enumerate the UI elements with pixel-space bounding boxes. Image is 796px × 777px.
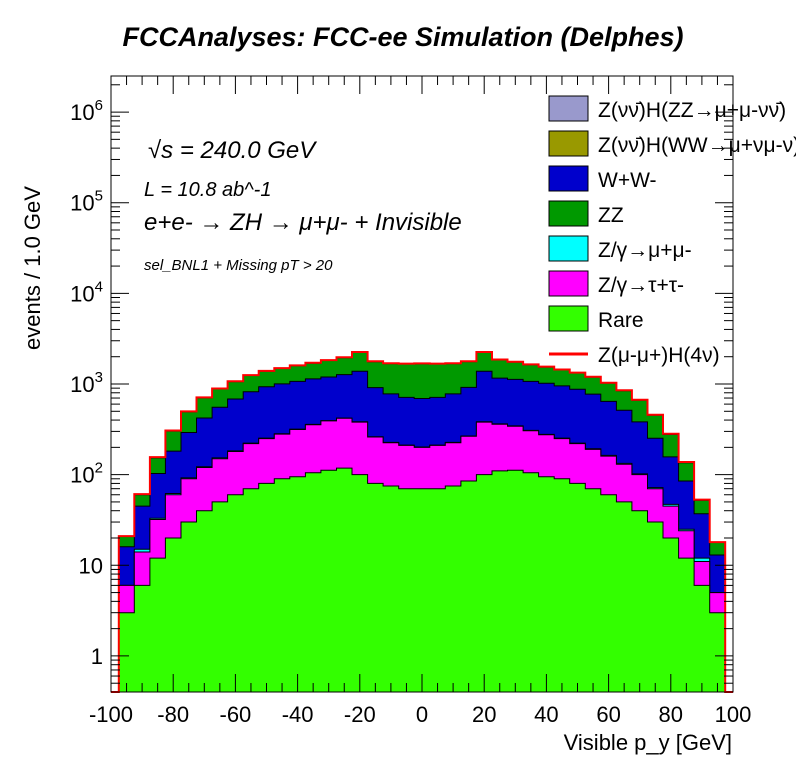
legend-label: Rare xyxy=(598,309,644,332)
legend-swatch xyxy=(548,200,589,227)
legend-swatch xyxy=(548,130,589,157)
x-tick-label: 20 xyxy=(472,702,496,727)
annotation-energy: √s = 240.0 GeV xyxy=(148,137,317,164)
series-area-0 xyxy=(111,467,733,693)
plot-layer xyxy=(111,351,733,693)
axes-layer: -100 -80 -60 -40 -20 0 20 40 60 80 100 1 10 102 103 104… xyxy=(70,75,752,727)
legend-label: W+W- xyxy=(598,169,657,192)
legend-label: Z(νν̄)H(ZZ→μ+μ-νν̄) xyxy=(598,99,786,122)
y-axis-label: events / 1.0 GeV xyxy=(20,186,45,350)
legend-swatch xyxy=(548,95,589,122)
legend-label: Z(μ-μ+)H(4ν) xyxy=(598,344,720,367)
y-tick-label: 10 xyxy=(79,553,103,578)
x-tick-label: 80 xyxy=(659,702,683,727)
legend: Z(νν̄)H(ZZ→μ+μ-νν̄) Z(νν̄)H(WW→μ+νμ-ν) W+W… xyxy=(548,95,796,367)
chart-title: FCCAnalyses: FCC-ee Simulation (Delphes) xyxy=(122,22,683,52)
y-tick-label: 106 xyxy=(70,97,103,125)
legend-label: ZZ xyxy=(598,204,624,227)
x-tick-label: -80 xyxy=(157,702,189,727)
y-tick-label: 1 xyxy=(91,644,103,669)
legend-label: Z(νν̄)H(WW→μ+νμ-ν) xyxy=(598,134,796,157)
x-tick-label: 100 xyxy=(715,702,752,727)
x-tick-label: 40 xyxy=(534,702,558,727)
x-tick-label: 60 xyxy=(596,702,620,727)
y-tick-label: 104 xyxy=(70,278,103,306)
y-tick-label: 103 xyxy=(70,369,103,397)
legend-swatch xyxy=(548,165,589,192)
legend-label: Z/γ→τ+τ- xyxy=(598,274,684,297)
annotation-layer: √s = 240.0 GeV L = 10.8 ab^-1 e+e- → ZH … xyxy=(144,137,462,274)
x-tick-label: 0 xyxy=(416,702,428,727)
y-tick-label: 105 xyxy=(70,188,103,216)
legend-label: Z/γ→μ+μ- xyxy=(598,239,692,262)
signal-line xyxy=(111,351,733,693)
x-tick-label: -40 xyxy=(282,702,314,727)
legend-swatch xyxy=(548,305,589,332)
legend-swatch xyxy=(548,235,589,262)
y-tick-label: 102 xyxy=(70,460,103,488)
annotation-selection: sel_BNL1 + Missing pT > 20 xyxy=(144,257,333,274)
legend-swatch xyxy=(548,270,589,297)
x-tick-label: -20 xyxy=(344,702,376,727)
annotation-luminosity: L = 10.8 ab^-1 xyxy=(144,179,271,201)
x-tick-label: -100 xyxy=(89,702,133,727)
x-tick-label: -60 xyxy=(220,702,252,727)
annotation-process: e+e- → ZH → μ+μ- + Invisible xyxy=(144,209,462,236)
x-axis-label: Visible p_y [GeV] xyxy=(564,730,732,755)
